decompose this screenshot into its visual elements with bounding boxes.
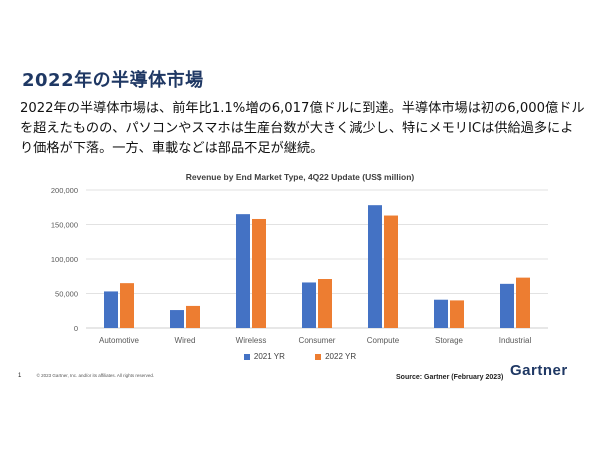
chart-legend: 2021 YR 2022 YR [0,352,600,362]
bar-wired-2022-yr [186,305,200,328]
bar-wired-2021-yr [170,310,184,328]
legend-swatch-2022 [315,353,322,360]
gartner-logo: Gartner [510,362,568,379]
copyright-text: © 2023 Gartner, Inc. and/or its affiliat… [36,373,155,378]
x-tick-label: Consumer [299,336,336,345]
bar-industrial-2021-yr [500,283,514,328]
source-note: Source: Gartner (February 2023) [396,374,504,381]
bar-industrial-2022-yr [516,277,530,328]
x-tick-label: Compute [367,336,400,345]
legend-item-2021: 2021 YR [243,352,285,361]
legend-label-2021: 2021 YR [253,352,285,361]
bar-automotive-2021-yr [104,291,118,328]
bar-wireless-2022-yr [252,218,266,328]
legend-item-2022: 2022 YR [315,352,356,361]
x-tick-label: Storage [435,336,464,345]
x-tick-label: Industrial [499,336,532,345]
chart-title: Revenue by End Market Type, 4Q22 Update … [185,172,415,182]
bar-consumer-2022-yr [318,279,332,328]
x-tick-label: Automotive [99,336,140,345]
footer: 1 © 2023 Gartner, Inc. and/or its affili… [18,373,154,379]
slide-description: 2022年の半導体市場は、前年比1.1%増の6,017億ドルに到達。半導体市場は… [20,101,585,156]
bar-storage-2022-yr [450,300,464,328]
y-tick-label: 200,000 [51,186,78,195]
bar-compute-2022-yr [384,215,398,328]
y-tick-label: 0 [74,324,78,333]
bar-compute-2021-yr [368,205,382,328]
bar-automotive-2022-yr [120,283,134,328]
x-tick-label: Wired [175,336,196,345]
bar-wireless-2021-yr [236,214,250,328]
y-tick-label: 100,000 [51,255,78,264]
bar-consumer-2021-yr [302,282,316,328]
x-tick-label: Wireless [236,336,267,345]
legend-label-2022: 2022 YR [325,352,357,361]
page-number: 1 [18,373,22,379]
y-tick-label: 150,000 [51,221,78,230]
slide-title: 2022年の半導体市場 [22,70,204,91]
bar-storage-2021-yr [434,299,448,328]
y-tick-label: 50,000 [55,290,78,299]
legend-swatch-2021 [243,353,250,360]
